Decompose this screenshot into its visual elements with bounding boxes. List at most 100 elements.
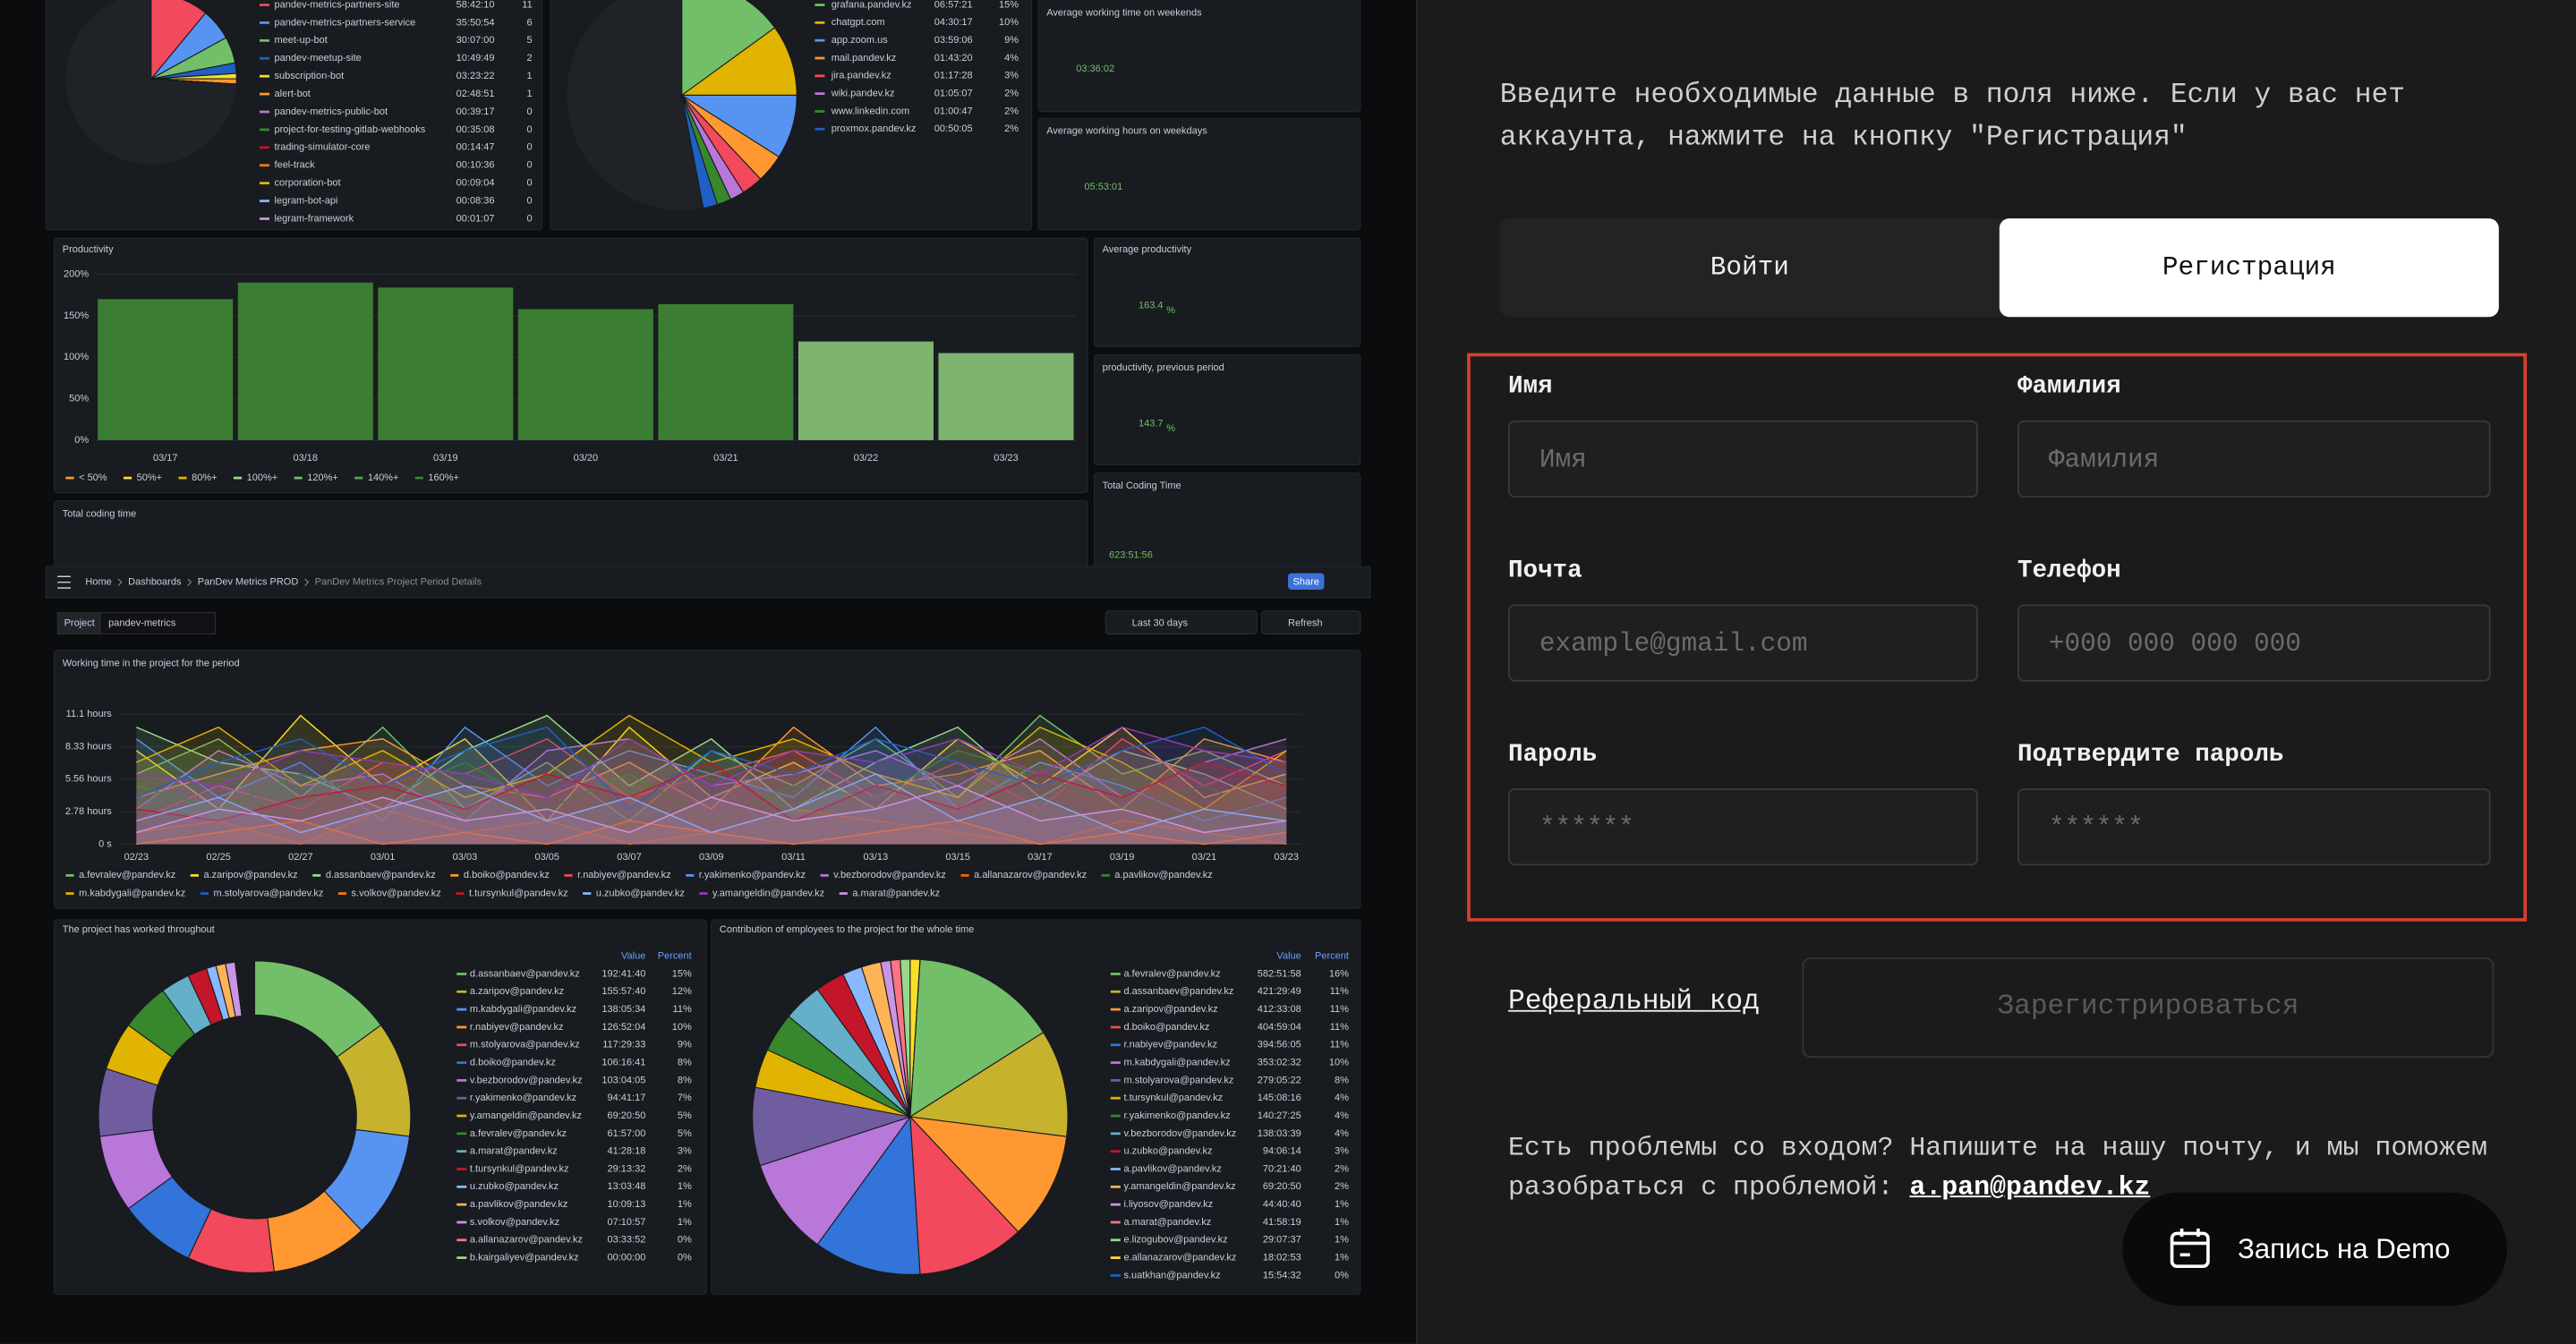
- x-tick-label: 03/18: [294, 453, 319, 464]
- row-name: subscription-bot: [275, 71, 345, 81]
- stat-title: productivity, previous period: [1103, 362, 1224, 373]
- row-percent: 0: [527, 160, 533, 171]
- x-tick-label: 03/03: [453, 852, 478, 863]
- share-button[interactable]: [1288, 573, 1325, 590]
- y-tick-label: 150%: [64, 310, 89, 321]
- field-label: Подтвердите пароль: [2017, 740, 2284, 770]
- help-message: Есть проблемы со входом? Напишите на наш…: [1507, 1131, 2487, 1203]
- row-value: 18:02:53: [1263, 1253, 1301, 1263]
- breadcrumb[interactable]: PanDev Metrics PROD: [198, 577, 299, 588]
- row-value: 15:54:32: [1263, 1270, 1301, 1280]
- text-input[interactable]: ******: [2017, 788, 2491, 866]
- row-name: wiki.pandev.kz: [831, 89, 895, 99]
- text-input[interactable]: +000 000 000 000: [2017, 604, 2491, 682]
- breadcrumb[interactable]: Home: [85, 577, 111, 588]
- time-picker[interactable]: [1105, 610, 1258, 634]
- bar: [938, 353, 1074, 440]
- calendar-icon: [2170, 1228, 2210, 1269]
- login-tab[interactable]: Войти: [1710, 252, 1789, 283]
- pie-slice: [816, 1115, 921, 1275]
- register-tab[interactable]: Регистрация: [1999, 218, 2499, 318]
- row-value: 29:07:37: [1263, 1235, 1301, 1246]
- line: [136, 761, 1287, 822]
- row-name: y.amangeldin@pandev.kz: [1123, 1181, 1235, 1192]
- breadcrumb-sep: [187, 578, 192, 586]
- row-percent: 11%: [1330, 1040, 1349, 1051]
- row-percent: 11: [522, 0, 532, 10]
- row-value: 01:00:47: [934, 106, 973, 116]
- submit-button[interactable]: Зарегистрироваться: [1802, 957, 2495, 1059]
- field-label: Телефон: [2017, 557, 2121, 585]
- row-value: 00:08:36: [456, 195, 495, 206]
- row-name: a.marat@pandev.kz: [470, 1146, 558, 1157]
- stat-unit: %: [1166, 305, 1175, 316]
- area: [136, 738, 1287, 845]
- table-header: Value: [1276, 951, 1301, 962]
- row-percent: 11%: [673, 1004, 692, 1015]
- row-value: 117:29:33: [602, 1040, 645, 1051]
- row-value: 10:49:49: [456, 53, 495, 64]
- stat-value: 05:53:01: [1084, 182, 1122, 192]
- dashboard-screenshot: pandev-metrics-partners-site 58:42:10 11 pa…: [0, 0, 1417, 1344]
- registration-panel: Введите необходимые данные в поля ниже. …: [1416, 0, 2576, 1344]
- row-value: 03:33:52: [608, 1235, 646, 1246]
- stat-title: Average productivity: [1103, 244, 1192, 255]
- row-percent: 11%: [1330, 986, 1349, 997]
- text-input[interactable]: Фамилия: [2017, 420, 2491, 498]
- legend-label: r.nabiyev@pandev.kz: [577, 870, 671, 880]
- text-input[interactable]: example@gmail.com: [1507, 604, 1978, 682]
- nav-bar: [45, 566, 1371, 599]
- row-percent: 8%: [678, 1075, 692, 1085]
- pie-slice: [759, 1116, 912, 1246]
- x-tick-label: 03/23: [1274, 852, 1299, 863]
- email-link[interactable]: a.pan@pandev.kz: [1909, 1170, 2151, 1203]
- text-input[interactable]: Имя: [1507, 420, 1978, 498]
- row-percent: 8%: [1335, 1075, 1349, 1085]
- breadcrumb[interactable]: Dashboards: [128, 577, 182, 588]
- demo-button[interactable]: Запись на Demo: [2122, 1192, 2507, 1306]
- row-name: u.zubko@pandev.kz: [1123, 1146, 1212, 1157]
- row-value: 35:50:54: [456, 17, 495, 28]
- row-name: s.volkov@pandev.kz: [470, 1217, 559, 1228]
- referral-link[interactable]: Реферальный код: [1507, 987, 1760, 1019]
- project-select[interactable]: [99, 612, 216, 634]
- row-name: r.nabiyev@pandev.kz: [470, 1022, 564, 1033]
- table-header: Percent: [658, 951, 692, 962]
- pie-slice: [908, 1116, 1068, 1233]
- row-percent: 11%: [1330, 1022, 1349, 1033]
- row-name: www.linkedin.com: [831, 106, 909, 116]
- row-value: 58:42:10: [456, 0, 495, 10]
- row-value: 00:10:36: [456, 160, 495, 171]
- row-name: s.uatkhan@pandev.kz: [1123, 1270, 1220, 1280]
- row-value: 44:40:40: [1263, 1199, 1301, 1210]
- row-value: 412:33:08: [1258, 1004, 1301, 1015]
- row-percent: 9%: [1004, 35, 1019, 46]
- area: [136, 809, 1287, 845]
- x-tick-label: 03/17: [153, 453, 178, 464]
- refresh-button[interactable]: [1261, 610, 1361, 634]
- x-tick-label: 03/21: [1192, 852, 1217, 863]
- row-percent: 2%: [678, 1163, 692, 1174]
- row-percent: 0: [527, 124, 533, 135]
- panel: [1037, 117, 1361, 231]
- row-name: a.pavlikov@pandev.kz: [1123, 1163, 1221, 1174]
- row-percent: 1: [527, 71, 533, 81]
- row-percent: 1%: [678, 1181, 692, 1192]
- demo-label: Запись на Demo: [2237, 1233, 2451, 1265]
- row-value: 404:59:04: [1258, 1022, 1301, 1033]
- legend-label: 100%+: [247, 472, 278, 483]
- row-percent: 16%: [1329, 968, 1349, 979]
- row-name: d.boiko@pandev.kz: [1123, 1022, 1209, 1033]
- legend-label: a.allanazarov@pandev.kz: [974, 870, 1087, 880]
- row-percent: 1%: [1335, 1235, 1349, 1246]
- panel: [1093, 237, 1361, 347]
- row-percent: 1%: [678, 1199, 692, 1210]
- text-input[interactable]: ******: [1507, 788, 1978, 866]
- refresh-label: Refresh: [1288, 617, 1323, 628]
- row-percent: 10%: [672, 1022, 692, 1033]
- row-name: u.zubko@pandev.kz: [470, 1181, 559, 1192]
- intro-text: Введите необходимые данные в поля ниже. …: [1499, 80, 2405, 155]
- row-percent: 1: [527, 89, 533, 99]
- line: [136, 773, 1287, 834]
